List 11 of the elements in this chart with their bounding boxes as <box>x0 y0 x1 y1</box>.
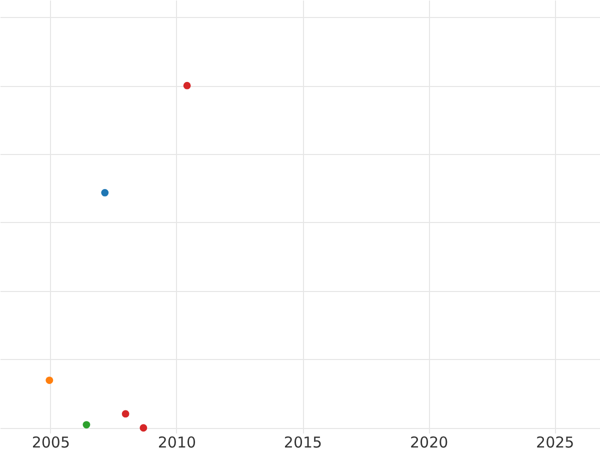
x-tick-label: 2005 <box>32 434 70 450</box>
x-tick-label: 2025 <box>536 434 574 450</box>
x-tick-label: 2010 <box>158 434 196 450</box>
point <box>101 189 109 196</box>
x-tick-label: 2020 <box>410 434 448 450</box>
point <box>183 82 191 90</box>
point <box>140 424 148 432</box>
point <box>46 376 54 384</box>
point <box>122 410 130 418</box>
point <box>82 421 90 428</box>
x-tick-label: 2015 <box>284 434 322 450</box>
